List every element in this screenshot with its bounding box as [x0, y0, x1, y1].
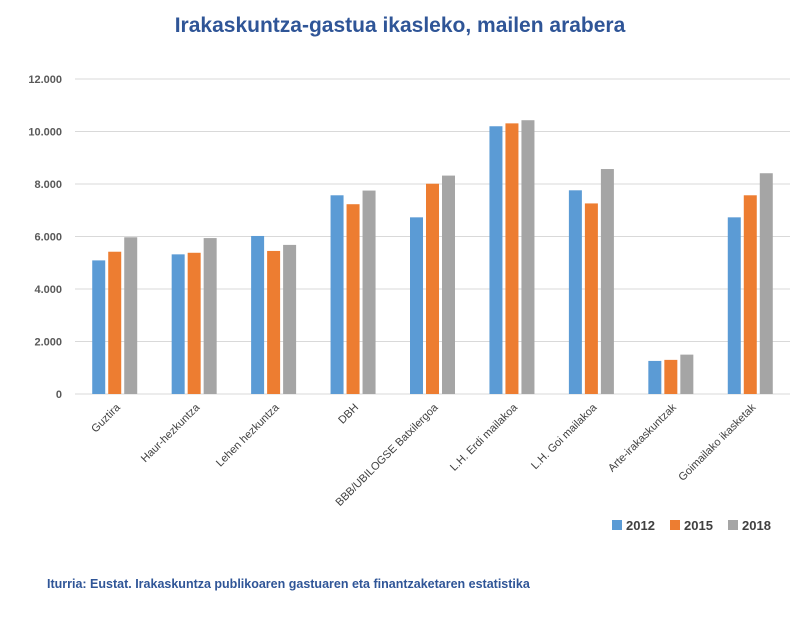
bar-2012-6: [568, 190, 582, 394]
bar-2012-0: [92, 260, 106, 394]
bar-2012-3: [330, 195, 344, 394]
legend-swatch-2018: [728, 520, 738, 530]
legend-label-2018: 2018: [742, 518, 771, 533]
bar-2015-5: [505, 123, 519, 395]
bar-2012-4: [410, 217, 423, 394]
bar-2015-6: [584, 203, 598, 394]
bar-2015-4: [426, 183, 439, 394]
legend-swatch-2012: [612, 520, 622, 530]
x-tick-label: Arte-irakaskuntzak: [606, 401, 679, 474]
x-tick-label: Guztira: [89, 401, 123, 435]
legend-label-2015: 2015: [684, 518, 713, 533]
x-tick-label: DBH: [336, 402, 361, 427]
bar-2018-1: [203, 238, 217, 394]
bar-2018-7: [680, 354, 694, 394]
y-tick-label: 12.000: [28, 74, 62, 86]
bar-2018-5: [521, 120, 535, 395]
bar-2015-1: [187, 252, 201, 394]
bar-2018-0: [124, 237, 138, 394]
y-tick-label: 0: [56, 389, 62, 401]
bar-2012-8: [727, 217, 741, 394]
bar-2015-8: [743, 195, 757, 394]
bar-2018-2: [283, 244, 297, 394]
legend-label-2012: 2012: [626, 518, 655, 533]
chart-title: Irakaskuntza-gastua ikasleko, mailen ara…: [174, 14, 626, 37]
y-tick-label: 10.000: [28, 127, 62, 139]
source-note: Iturria: Eustat. Irakaskuntza publikoare…: [47, 577, 530, 591]
bar-2012-5: [489, 126, 503, 394]
bar-2012-7: [648, 360, 662, 394]
bar-2015-3: [346, 204, 360, 394]
bar-2018-6: [600, 169, 614, 394]
y-tick-label: 4.000: [34, 284, 62, 296]
x-tick-label: Haur-hezkuntza: [139, 401, 203, 465]
y-tick-label: 2.000: [34, 337, 62, 349]
y-tick-label: 6.000: [34, 232, 62, 244]
bar-2018-8: [759, 173, 773, 394]
x-tick-label: Goimailako ikasketak: [676, 401, 758, 483]
bar-2018-3: [362, 190, 376, 394]
bar-2012-1: [171, 254, 185, 394]
bar-2015-2: [267, 250, 281, 394]
legend-swatch-2015: [670, 520, 680, 530]
bar-2015-7: [664, 359, 678, 394]
bar-2012-2: [251, 235, 265, 394]
x-tick-label: L.H. Goi mailakoa: [529, 401, 600, 472]
bar-2018-4: [442, 175, 455, 394]
y-tick-label: 8.000: [34, 179, 62, 191]
bar-2015-0: [108, 251, 122, 394]
x-tick-label: Lehen hezkuntza: [214, 401, 282, 469]
x-tick-label: L.H. Erdi mailakoa: [448, 401, 521, 474]
